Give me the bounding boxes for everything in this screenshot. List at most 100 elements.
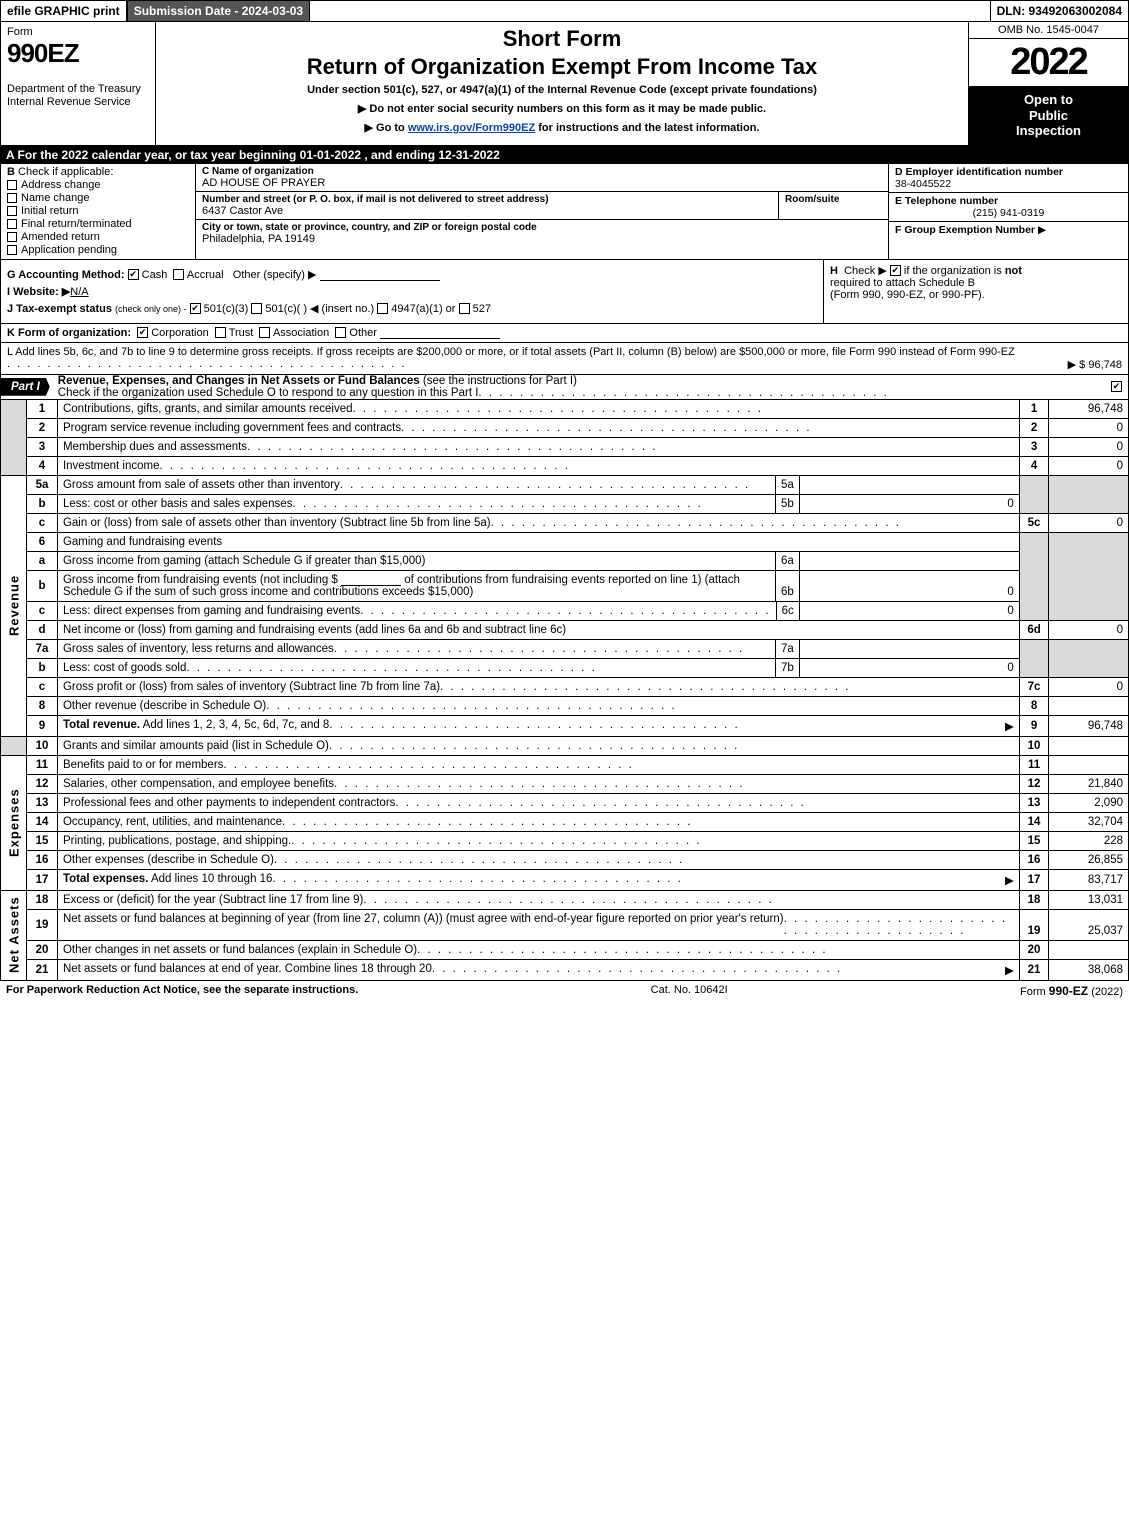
checkbox-application-pending[interactable]: [7, 245, 17, 255]
line-val: 0: [1049, 513, 1129, 532]
c-name-label: C Name of organization: [202, 166, 882, 177]
open-line-1: Open to: [973, 92, 1124, 108]
g-line: G Accounting Method: Cash Accrual Other …: [7, 268, 817, 281]
line-num: 9: [27, 715, 58, 736]
line-num: 18: [27, 890, 58, 909]
checkbox-527[interactable]: [459, 303, 470, 314]
footer-form-num: 990-EZ: [1049, 984, 1088, 998]
line-desc: Other expenses (describe in Schedule O): [63, 854, 274, 866]
irs-link[interactable]: www.irs.gov/Form990EZ: [408, 122, 535, 134]
table-row: 1 Contributions, gifts, grants, and simi…: [1, 400, 1129, 419]
line-num: 5a: [27, 475, 58, 494]
footer-right-post: (2022): [1088, 986, 1123, 998]
line-num: 2: [27, 418, 58, 437]
opt-4947a1: 4947(a)(1) or: [391, 303, 455, 315]
table-row: 6 Gaming and fundraising events: [1, 532, 1129, 551]
section-l: L Add lines 5b, 6c, and 7b to line 9 to …: [0, 343, 1129, 375]
line-val: 96,748: [1049, 400, 1129, 419]
line-val: 21,840: [1049, 774, 1129, 793]
line-desc: Other changes in net assets or fund bala…: [63, 944, 417, 956]
line-desc: Net income or (loss) from gaming and fun…: [63, 624, 566, 636]
line-num: 13: [27, 793, 58, 812]
line-val: 0: [1049, 418, 1129, 437]
section-d-e-f: D Employer identification number 38-4045…: [888, 164, 1128, 259]
part-1-table: 1 Contributions, gifts, grants, and simi…: [0, 400, 1129, 981]
sub-val: [799, 640, 1019, 658]
line-desc: Gaming and fundraising events: [63, 536, 222, 548]
net-assets-section-label: Net Assets: [1, 890, 27, 980]
opt-application-pending: Application pending: [21, 244, 117, 256]
checkbox-address-change[interactable]: [7, 180, 17, 190]
table-row: 21 Net assets or fund balances at end of…: [1, 959, 1129, 980]
section-gap: [1, 400, 27, 476]
checkbox-corporation[interactable]: [137, 327, 148, 338]
checkbox-h[interactable]: [890, 265, 901, 276]
sub-val: [799, 476, 1019, 494]
line-desc: Gain or (loss) from sale of assets other…: [63, 517, 491, 529]
checkbox-501c[interactable]: [251, 303, 262, 314]
line-rn: 21: [1019, 959, 1048, 980]
table-row: 16 Other expenses (describe in Schedule …: [1, 850, 1129, 869]
opt-527: 527: [473, 303, 491, 315]
submission-date-button[interactable]: Submission Date - 2024-03-03: [127, 0, 310, 22]
opt-amended-return: Amended return: [21, 231, 100, 243]
line-num: 6: [27, 532, 58, 551]
line-desc: Net assets or fund balances at end of ye…: [63, 963, 432, 977]
table-row: c Gain or (loss) from sale of assets oth…: [1, 513, 1129, 532]
line-desc: Professional fees and other payments to …: [63, 797, 395, 809]
line-rn: 7c: [1019, 677, 1048, 696]
checkbox-association[interactable]: [259, 327, 270, 338]
table-row: 10 Grants and similar amounts paid (list…: [1, 736, 1129, 755]
line-desc: Less: cost or other basis and sales expe…: [63, 498, 293, 510]
sub-num: 7b: [775, 659, 799, 677]
top-bar: efile GRAPHIC print Submission Date - 20…: [0, 0, 1129, 22]
h-check-text: Check ▶: [844, 265, 887, 277]
table-row: 9 Total revenue. Add lines 1, 2, 3, 4, 5…: [1, 715, 1129, 736]
checkbox-accrual[interactable]: [173, 269, 184, 280]
sub-num: 6a: [775, 552, 799, 570]
shaded-cell: [1019, 639, 1048, 677]
other-specify-input[interactable]: [320, 280, 440, 281]
j-line: J Tax-exempt status (check only one) - 5…: [7, 302, 817, 315]
line-desc-bold: Total revenue.: [63, 719, 140, 731]
open-line-2: Public: [973, 108, 1124, 124]
line-rn: 6d: [1019, 620, 1048, 639]
line-val: 26,855: [1049, 850, 1129, 869]
checkbox-amended-return[interactable]: [7, 232, 17, 242]
short-form-title: Short Form: [166, 26, 958, 52]
checkbox-trust[interactable]: [215, 327, 226, 338]
shaded-cell: [1049, 475, 1129, 513]
opt-501c: 501(c)( ) ◀ (insert no.): [265, 303, 374, 315]
table-row: b Less: cost of goods sold 7b 0: [1, 658, 1129, 677]
org-address: 6437 Castor Ave: [202, 205, 772, 217]
table-row: 19 Net assets or fund balances at beginn…: [1, 909, 1129, 940]
checkbox-initial-return[interactable]: [7, 206, 17, 216]
checkbox-final-return[interactable]: [7, 219, 17, 229]
checkbox-cash[interactable]: [128, 269, 139, 280]
line-val: 0: [1049, 456, 1129, 475]
e-label: E Telephone number: [895, 195, 1122, 207]
line-rn: 3: [1019, 437, 1048, 456]
l-value: $ 96,748: [1079, 359, 1122, 371]
d-label: D Employer identification number: [895, 166, 1122, 178]
other-org-input[interactable]: [380, 338, 500, 339]
b-check-if: Check if applicable:: [18, 166, 113, 178]
checkbox-schedule-o-used[interactable]: [1111, 381, 1122, 392]
checkbox-4947a1[interactable]: [377, 303, 388, 314]
line-desc: Less: direct expenses from gaming and fu…: [63, 605, 360, 617]
line-val: [1049, 736, 1129, 755]
efile-print-button[interactable]: efile GRAPHIC print: [0, 0, 127, 22]
c-addr-label: Number and street (or P. O. box, if mail…: [202, 194, 772, 205]
checkbox-other-org[interactable]: [335, 327, 346, 338]
line-desc: Investment income: [63, 460, 160, 472]
footer-right: Form 990-EZ (2022): [1020, 984, 1123, 998]
checkbox-501c3[interactable]: [190, 303, 201, 314]
line-desc: Contributions, gifts, grants, and simila…: [63, 403, 353, 415]
line-rn: 8: [1019, 696, 1048, 715]
line-rn: 17: [1019, 869, 1048, 890]
table-row: 13 Professional fees and other payments …: [1, 793, 1129, 812]
table-row: 17 Total expenses. Add lines 10 through …: [1, 869, 1129, 890]
line-num: a: [27, 551, 58, 570]
line-desc-bold: Total expenses.: [63, 873, 148, 885]
checkbox-name-change[interactable]: [7, 193, 17, 203]
